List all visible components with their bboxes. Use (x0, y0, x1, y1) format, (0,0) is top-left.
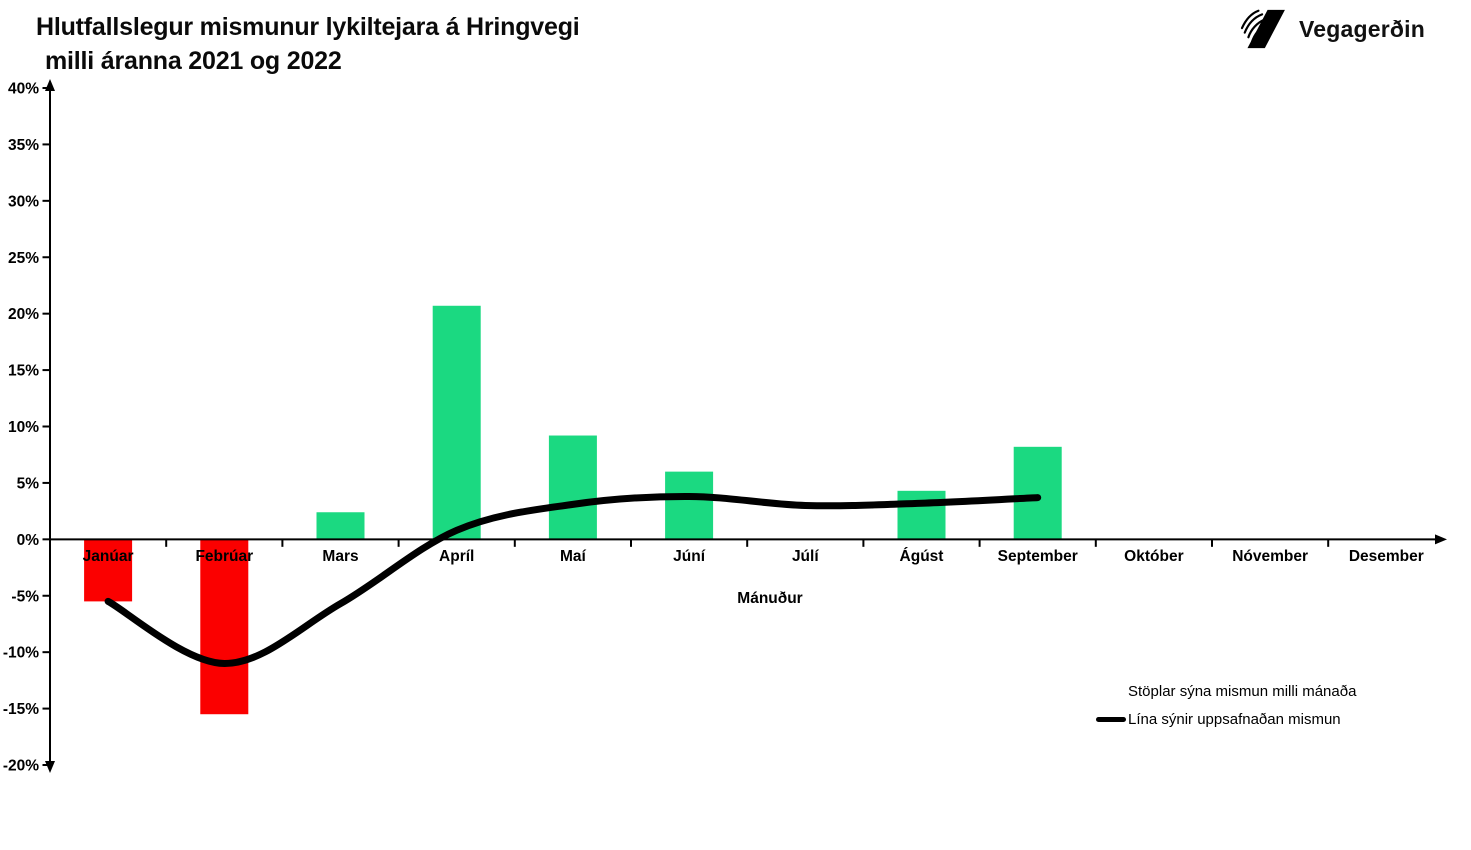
x-label-Október: Október (1124, 548, 1183, 565)
y-axis-arrow-down-icon (45, 761, 55, 773)
y-tick-label: 30% (8, 193, 39, 210)
bar-September (1013, 446, 1062, 540)
bar-Febrúar (200, 539, 249, 715)
y-axis-arrow-up-icon (45, 79, 55, 91)
y-tick-label: 5% (17, 475, 40, 492)
page-title-line1: Hlutfallslegur mismunur lykiltejara á Hr… (36, 13, 580, 41)
y-tick-label: -20% (3, 758, 39, 775)
legend-line-label: Lína sýnir uppsafnaðan mismun (1128, 710, 1341, 728)
cumulative-line (104, 492, 1042, 667)
x-label-September: September (998, 548, 1078, 565)
x-label-Mars: Mars (322, 548, 358, 565)
legend-row-line: Lína sýnir uppsafnaðan mismun (1096, 705, 1356, 733)
x-label-Maí: Maí (560, 548, 587, 565)
x-label-Júlí: Júlí (792, 548, 819, 565)
bar-Ágúst (897, 490, 946, 540)
vegagerdin-logo-icon (1240, 9, 1285, 49)
legend-line-swatch (1096, 716, 1126, 722)
legend: Stöplar sýna mismun milli mánaða Lína sý… (1096, 677, 1356, 733)
x-label-Desember: Desember (1349, 548, 1424, 565)
logo-text: Vegagerðin (1299, 15, 1425, 42)
page-title-line2: milli áranna 2021 og 2022 (45, 47, 342, 75)
legend-row-bars: Stöplar sýna mismun milli mánaða (1096, 677, 1356, 705)
x-axis-arrow-icon (1435, 534, 1447, 545)
bars-group (84, 305, 1062, 715)
bar-Apríl (432, 305, 481, 540)
legend-bar-swatch (1096, 689, 1126, 694)
y-tick-label: 40% (8, 81, 39, 98)
bar-Maí (548, 435, 597, 540)
y-tick-label: 20% (8, 306, 39, 323)
bar-Mars (316, 512, 365, 540)
legend-bars-label: Stöplar sýna mismun milli mánaða (1128, 682, 1357, 700)
x-ticks-group (165, 539, 1330, 547)
y-tick-label: 35% (8, 137, 39, 154)
x-label-Nóvember: Nóvember (1232, 548, 1308, 565)
x-axis-title: Mánuður (737, 590, 803, 607)
x-label-Júní: Júní (673, 548, 706, 565)
month-labels-group: Janúar Febrúar Mars Apríl Maí Júní Júlí Ágúst Se… (83, 548, 1424, 565)
y-tick-label: -10% (3, 645, 39, 662)
bar-Janúar (84, 539, 133, 602)
axes-group (45, 79, 1447, 773)
x-label-Febrúar: Febrúar (195, 548, 253, 565)
y-tick-label: -15% (3, 701, 39, 718)
y-ticks-group: 40% 35% 30% 25% 20% 15% 10% 5% 0% -5% -10% -15% -20% (3, 81, 50, 775)
page-title: Hlutfallslegur mismunur lykiltejara á Hr… (36, 10, 580, 78)
y-tick-label: -5% (11, 588, 39, 605)
bar-Júní (665, 471, 714, 540)
vegagerdin-logo: Vegagerðin (1236, 8, 1425, 50)
x-label-Ágúst: Ágúst (900, 548, 944, 565)
y-tick-label: 10% (8, 419, 39, 436)
x-label-Apríl: Apríl (439, 548, 474, 565)
y-tick-label: 0% (17, 532, 40, 549)
y-tick-label: 15% (8, 363, 39, 380)
x-label-Janúar: Janúar (83, 548, 134, 565)
y-tick-label: 25% (8, 250, 39, 267)
